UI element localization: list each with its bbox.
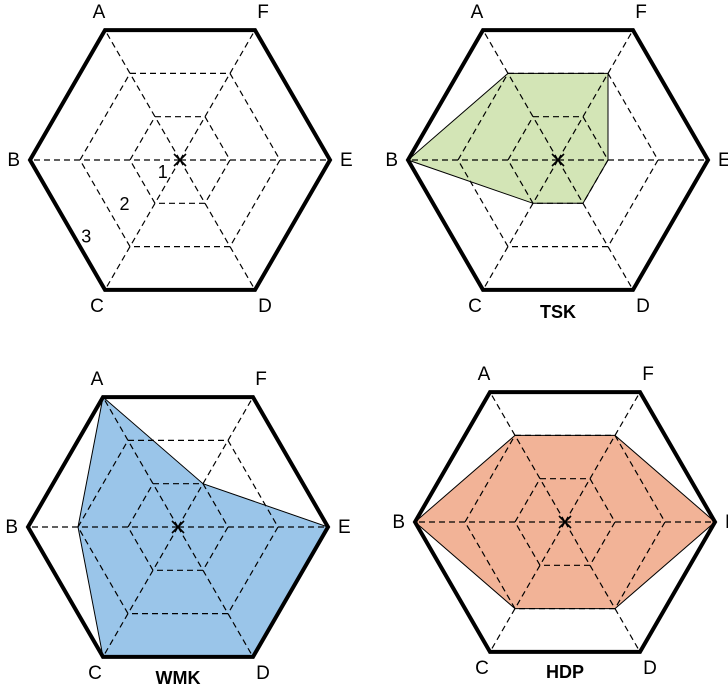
spoke-a <box>482 29 559 161</box>
outer-hexagon <box>405 28 711 292</box>
spoke-d <box>557 159 634 291</box>
axis-label-c: C <box>475 658 489 679</box>
spoke-f <box>177 396 254 528</box>
spoke-c <box>102 526 179 658</box>
grid-ring-2 <box>77 439 279 615</box>
axis-label-a: A <box>93 2 106 23</box>
axis-label-d: D <box>258 296 272 317</box>
spoke-a <box>489 391 566 523</box>
series-area-tsk <box>407 72 609 204</box>
axis-label-b: B <box>5 517 18 538</box>
grid-ring-1 <box>127 483 229 571</box>
outer-hexagon <box>412 390 718 654</box>
axis-label-e: E <box>340 150 353 171</box>
chart-title: TSK <box>540 302 576 322</box>
axis-label-b: B <box>392 512 405 533</box>
spoke-f <box>179 29 256 161</box>
spoke-d <box>179 159 256 291</box>
spoke-f <box>557 29 634 161</box>
axis-label-d: D <box>256 663 270 684</box>
axis-label-e: E <box>718 150 728 171</box>
axis-label-f: F <box>635 2 647 23</box>
ring-label-2: 2 <box>119 194 129 214</box>
outer-hexagon <box>25 395 331 659</box>
spoke-c <box>489 521 566 653</box>
grid-ring-1 <box>507 116 609 204</box>
ring-label-3: 3 <box>81 226 91 246</box>
center-marker <box>551 153 565 167</box>
grid-ring-1 <box>129 116 231 204</box>
axis-label-c: C <box>468 296 482 317</box>
spoke-f <box>564 391 641 523</box>
axis-label-c: C <box>90 296 104 317</box>
axis-label-f: F <box>257 2 269 23</box>
axis-label-b: B <box>7 150 20 171</box>
axis-label-f: F <box>642 364 654 385</box>
spoke-c <box>104 159 181 291</box>
spoke-d <box>177 526 254 658</box>
axis-label-e: E <box>725 512 728 533</box>
spoke-a <box>104 29 181 161</box>
axis-label-a: A <box>478 364 491 385</box>
grid-ring-1 <box>514 478 616 566</box>
axis-label-d: D <box>643 658 657 679</box>
axis-label-c: C <box>88 663 102 684</box>
spoke-d <box>564 521 641 653</box>
outer-hexagon <box>27 28 333 292</box>
spoke-a <box>102 396 179 528</box>
axis-label-e: E <box>338 517 351 538</box>
grid-ring-2 <box>457 72 659 248</box>
grid-ring-2 <box>464 434 666 610</box>
axis-label-b: B <box>385 150 398 171</box>
chart-title: WMK <box>156 668 201 686</box>
center-marker <box>173 153 187 167</box>
axis-label-a: A <box>471 2 484 23</box>
grid-ring-2 <box>79 72 281 248</box>
center-marker <box>171 520 185 534</box>
center-marker <box>558 515 572 529</box>
spoke-c <box>482 159 559 291</box>
chart-title: HDP <box>546 662 584 682</box>
axis-label-f: F <box>255 369 267 390</box>
axis-label-d: D <box>636 296 650 317</box>
ring-label-1: 1 <box>158 162 168 182</box>
axis-label-a: A <box>91 369 104 390</box>
